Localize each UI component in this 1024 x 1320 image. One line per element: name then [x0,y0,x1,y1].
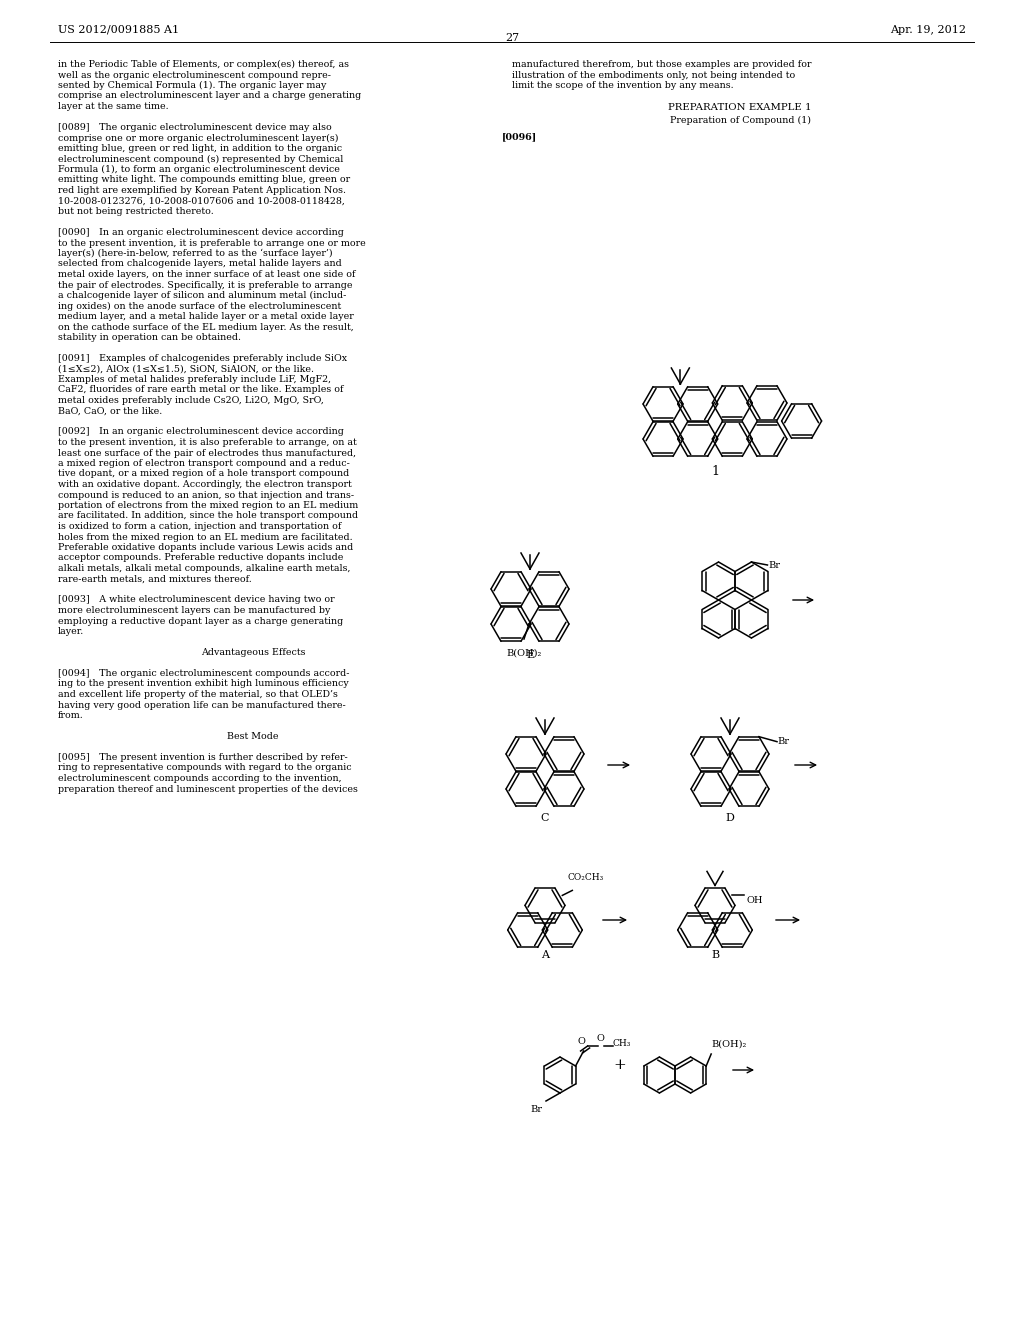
Text: selected from chalcogenide layers, metal halide layers and: selected from chalcogenide layers, metal… [58,260,342,268]
Text: B(OH)₂: B(OH)₂ [507,649,542,657]
Text: holes from the mixed region to an EL medium are facilitated.: holes from the mixed region to an EL med… [58,532,352,541]
Text: layer at the same time.: layer at the same time. [58,102,169,111]
Text: D: D [726,813,734,822]
Text: [0093] A white electroluminescent device having two or: [0093] A white electroluminescent device… [58,595,335,605]
Text: portation of electrons from the mixed region to an EL medium: portation of electrons from the mixed re… [58,502,358,510]
Text: Br: Br [768,561,780,569]
Text: CaF2, fluorides of rare earth metal or the like. Examples of: CaF2, fluorides of rare earth metal or t… [58,385,343,395]
Text: comprise one or more organic electroluminescent layer(s): comprise one or more organic electrolumi… [58,133,339,143]
Text: B: B [711,950,719,960]
Text: [0094] The organic electroluminescent compounds accord-: [0094] The organic electroluminescent co… [58,669,349,678]
Text: layer.: layer. [58,627,84,636]
Text: O: O [597,1034,604,1043]
Text: illustration of the embodiments only, not being intended to: illustration of the embodiments only, no… [512,70,796,79]
Text: and excellent life property of the material, so that OLED’s: and excellent life property of the mater… [58,690,338,700]
Text: employing a reductive dopant layer as a charge generating: employing a reductive dopant layer as a … [58,616,343,626]
Text: the pair of electrodes. Specifically, it is preferable to arrange: the pair of electrodes. Specifically, it… [58,281,352,289]
Text: rare-earth metals, and mixtures thereof.: rare-earth metals, and mixtures thereof. [58,574,252,583]
Text: [0091] Examples of chalcogenides preferably include SiOx: [0091] Examples of chalcogenides prefera… [58,354,347,363]
Text: ing oxides) on the anode surface of the electroluminescent: ing oxides) on the anode surface of the … [58,301,341,310]
Text: tive dopant, or a mixed region of a hole transport compound: tive dopant, or a mixed region of a hole… [58,470,349,479]
Text: O: O [578,1038,586,1045]
Text: OH: OH [746,896,763,906]
Text: US 2012/0091885 A1: US 2012/0091885 A1 [58,25,179,36]
Text: with an oxidative dopant. Accordingly, the electron transport: with an oxidative dopant. Accordingly, t… [58,480,352,488]
Text: (1≤X≤2), AlOx (1≤X≤1.5), SiON, SiAlON, or the like.: (1≤X≤2), AlOx (1≤X≤1.5), SiON, SiAlON, o… [58,364,314,374]
Text: comprise an electroluminescent layer and a charge generating: comprise an electroluminescent layer and… [58,91,361,100]
Text: Formula (1), to form an organic electroluminescent device: Formula (1), to form an organic electrol… [58,165,340,174]
Text: a chalcogenide layer of silicon and aluminum metal (includ-: a chalcogenide layer of silicon and alum… [58,290,346,300]
Text: Examples of metal halides preferably include LiF, MgF2,: Examples of metal halides preferably inc… [58,375,331,384]
Text: sented by Chemical Formula (1). The organic layer may: sented by Chemical Formula (1). The orga… [58,81,327,90]
Text: well as the organic electroluminescent compound repre-: well as the organic electroluminescent c… [58,70,331,79]
Text: are facilitated. In addition, since the hole transport compound: are facilitated. In addition, since the … [58,511,358,520]
Text: A: A [541,950,549,960]
Text: alkali metals, alkali metal compounds, alkaline earth metals,: alkali metals, alkali metal compounds, a… [58,564,350,573]
Text: electroluminescent compound (s) represented by Chemical: electroluminescent compound (s) represen… [58,154,343,164]
Text: preparation thereof and luminescent properties of the devices: preparation thereof and luminescent prop… [58,784,357,793]
Text: compound is reduced to an anion, so that injection and trans-: compound is reduced to an anion, so that… [58,491,354,499]
Text: acceptor compounds. Preferable reductive dopants include: acceptor compounds. Preferable reductive… [58,553,343,562]
Text: 27: 27 [505,33,519,44]
Text: CH₃: CH₃ [612,1040,631,1048]
Text: limit the scope of the invention by any means.: limit the scope of the invention by any … [512,81,733,90]
Text: BaO, CaO, or the like.: BaO, CaO, or the like. [58,407,162,416]
Text: PREPARATION EXAMPLE 1: PREPARATION EXAMPLE 1 [669,103,812,112]
Text: Advantageous Effects: Advantageous Effects [201,648,305,657]
Text: Best Mode: Best Mode [227,733,279,741]
Text: but not being restricted thereto.: but not being restricted thereto. [58,207,214,216]
Text: stability in operation can be obtained.: stability in operation can be obtained. [58,333,241,342]
Text: emitting white light. The compounds emitting blue, green or: emitting white light. The compounds emit… [58,176,350,185]
Text: to the present invention, it is preferable to arrange one or more: to the present invention, it is preferab… [58,239,366,248]
Text: medium layer, and a metal halide layer or a metal oxide layer: medium layer, and a metal halide layer o… [58,312,353,321]
Text: ring to representative compounds with regard to the organic: ring to representative compounds with re… [58,763,351,772]
Text: a mixed region of electron transport compound and a reduc-: a mixed region of electron transport com… [58,459,350,469]
Text: E: E [526,649,535,660]
Text: Preparation of Compound (1): Preparation of Compound (1) [670,116,811,125]
Text: ing to the present invention exhibit high luminous efficiency: ing to the present invention exhibit hig… [58,680,349,689]
Text: least one surface of the pair of electrodes thus manufactured,: least one surface of the pair of electro… [58,449,356,458]
Text: manufactured therefrom, but those examples are provided for: manufactured therefrom, but those exampl… [512,59,811,69]
Text: having very good operation life can be manufactured there-: having very good operation life can be m… [58,701,346,710]
Text: [0092] In an organic electroluminescent device according: [0092] In an organic electroluminescent … [58,428,344,437]
Text: electroluminescent compounds according to the invention,: electroluminescent compounds according t… [58,774,342,783]
Text: +: + [613,1059,627,1072]
Text: on the cathode surface of the EL medium layer. As the result,: on the cathode surface of the EL medium … [58,322,353,331]
Text: in the Periodic Table of Elements, or complex(es) thereof, as: in the Periodic Table of Elements, or co… [58,59,349,69]
Text: C: C [541,813,549,822]
Text: B(OH)₂: B(OH)₂ [712,1040,746,1048]
Text: [0089] The organic electroluminescent device may also: [0089] The organic electroluminescent de… [58,123,332,132]
Text: [0096]: [0096] [502,132,538,141]
Text: more electroluminescent layers can be manufactured by: more electroluminescent layers can be ma… [58,606,331,615]
Text: [0090] In an organic electroluminescent device according: [0090] In an organic electroluminescent … [58,228,344,238]
Text: Br: Br [777,737,790,746]
Text: metal oxides preferably include Cs2O, Li2O, MgO, SrO,: metal oxides preferably include Cs2O, Li… [58,396,324,405]
Text: 1: 1 [711,465,719,478]
Text: from.: from. [58,711,84,719]
Text: emitting blue, green or red light, in addition to the organic: emitting blue, green or red light, in ad… [58,144,342,153]
Text: red light are exemplified by Korean Patent Application Nos.: red light are exemplified by Korean Pate… [58,186,346,195]
Text: Preferable oxidative dopants include various Lewis acids and: Preferable oxidative dopants include var… [58,543,353,552]
Text: metal oxide layers, on the inner surface of at least one side of: metal oxide layers, on the inner surface… [58,271,355,279]
Text: [0095] The present invention is further described by refer-: [0095] The present invention is further … [58,752,348,762]
Text: Br: Br [530,1105,542,1114]
Text: CO₂CH₃: CO₂CH₃ [567,874,603,882]
Text: layer(s) (here-in-below, referred to as the ‘surface layer’): layer(s) (here-in-below, referred to as … [58,249,333,259]
Text: to the present invention, it is also preferable to arrange, on at: to the present invention, it is also pre… [58,438,356,447]
Text: is oxidized to form a cation, injection and transportation of: is oxidized to form a cation, injection … [58,521,341,531]
Text: 10-2008-0123276, 10-2008-0107606 and 10-2008-0118428,: 10-2008-0123276, 10-2008-0107606 and 10-… [58,197,345,206]
Text: Apr. 19, 2012: Apr. 19, 2012 [890,25,966,36]
